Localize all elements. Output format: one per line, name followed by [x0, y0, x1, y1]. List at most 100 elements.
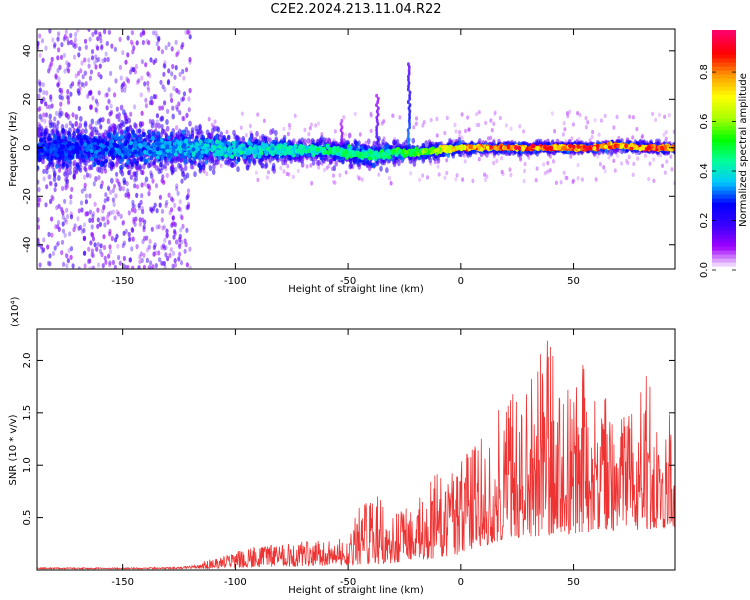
noise-cell — [454, 177, 458, 182]
noise-cell — [151, 178, 155, 184]
noise-cell — [436, 164, 440, 169]
noise-cell — [138, 254, 142, 260]
noise-cell — [177, 256, 181, 262]
noise-cell — [68, 120, 72, 126]
ridge-cell — [385, 167, 389, 174]
noise-cell — [333, 129, 337, 134]
noise-cell — [101, 208, 105, 214]
noise-cell — [141, 239, 145, 245]
noise-cell — [501, 171, 505, 177]
ridge-cell — [208, 165, 213, 172]
noise-cell — [596, 154, 600, 159]
noise-cell — [91, 31, 95, 37]
noise-cell — [164, 202, 168, 208]
noise-cell — [154, 263, 158, 269]
ridge-cell — [57, 175, 61, 181]
noise-cell — [57, 31, 61, 37]
noise-cell — [82, 82, 86, 88]
noise-cell — [110, 126, 114, 132]
ridge-cell — [134, 123, 138, 130]
noise-cell — [518, 124, 522, 129]
noise-cell — [112, 201, 116, 207]
noise-cell — [155, 208, 159, 214]
noise-cell — [143, 181, 147, 187]
noise-cell — [159, 79, 163, 85]
noise-cell — [279, 165, 283, 171]
noise-cell — [106, 56, 110, 63]
noise-cell — [41, 82, 45, 88]
noise-cell — [133, 104, 137, 110]
noise-cell — [77, 90, 81, 96]
noise-cell — [219, 163, 223, 168]
noise-cell — [463, 159, 467, 164]
noise-cell — [109, 189, 113, 195]
noise-cell — [50, 103, 54, 109]
noise-cell — [106, 196, 110, 202]
noise-cell — [160, 217, 164, 223]
noise-cell — [464, 128, 467, 134]
noise-cell — [64, 185, 68, 191]
noise-cell — [288, 126, 292, 131]
noise-cell — [127, 210, 131, 216]
noise-cell — [166, 80, 170, 86]
ridge-cell — [83, 120, 88, 127]
noise-cell — [389, 181, 393, 186]
noise-cell — [90, 252, 94, 258]
ridge-cell — [65, 163, 69, 169]
noise-cell — [550, 111, 554, 116]
ridge-cell — [219, 131, 224, 138]
noise-cell — [500, 169, 504, 175]
ridge-cell — [75, 128, 80, 134]
noise-cell — [164, 45, 168, 51]
noise-cell — [602, 165, 606, 170]
noise-cell — [303, 127, 307, 133]
noise-cell — [45, 90, 49, 96]
noise-cell — [42, 89, 46, 96]
noise-cell — [256, 177, 260, 183]
noise-cell — [86, 258, 91, 265]
noise-cell — [120, 84, 124, 90]
noise-cell — [492, 160, 496, 166]
noise-cell — [74, 43, 79, 49]
ridge-cell — [367, 138, 371, 145]
noise-cell — [615, 114, 619, 120]
ridge-cell — [87, 164, 92, 171]
noise-cell — [150, 100, 154, 106]
noise-cell — [107, 211, 111, 217]
noise-cell — [50, 56, 54, 63]
noise-cell — [169, 92, 173, 98]
ridge-cell — [421, 157, 426, 164]
noise-cell — [114, 78, 118, 84]
noise-cell — [109, 103, 113, 109]
noise-cell — [63, 198, 67, 204]
noise-cell — [493, 111, 497, 116]
noise-cell — [254, 170, 258, 175]
ridge-cell — [72, 159, 77, 166]
noise-cell — [65, 263, 69, 269]
noise-cell — [640, 135, 644, 140]
noise-cell — [170, 222, 174, 228]
noise-cell — [49, 97, 53, 103]
noise-cell — [37, 40, 40, 47]
noise-cell — [157, 45, 161, 52]
noise-cell — [40, 38, 45, 44]
ridge-cell — [84, 128, 88, 134]
ridge-cell — [210, 131, 214, 138]
noise-cell — [175, 183, 179, 189]
noise-cell — [172, 85, 176, 92]
noise-cell — [111, 209, 115, 215]
noise-cell — [88, 193, 92, 199]
noise-cell — [443, 130, 447, 136]
noise-cell — [79, 200, 84, 206]
noise-cell — [115, 171, 119, 177]
noise-cell — [101, 117, 105, 123]
ridge-cell — [159, 162, 163, 168]
noise-cell — [122, 255, 126, 262]
noise-cell — [186, 204, 190, 210]
noise-cell — [142, 252, 146, 258]
noise-cell — [495, 158, 499, 164]
noise-cell — [59, 54, 64, 61]
noise-cell — [307, 132, 311, 137]
noise-cell — [170, 97, 174, 103]
noise-cell — [127, 236, 132, 243]
